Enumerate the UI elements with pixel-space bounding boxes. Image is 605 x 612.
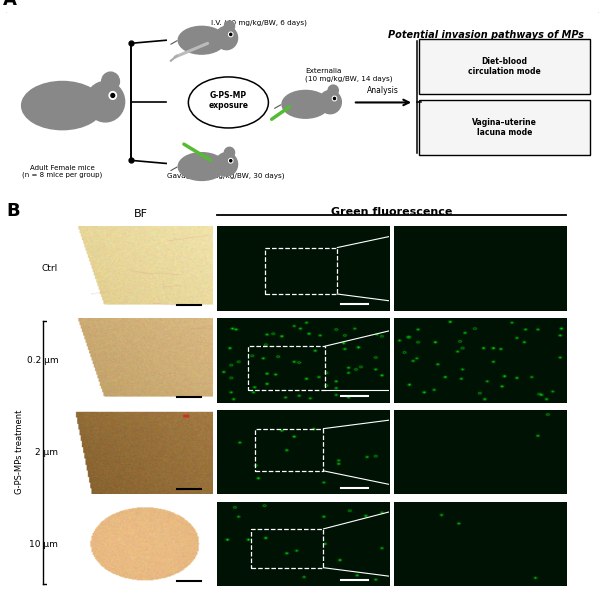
Text: Externalia
(10 mg/kg/BW, 14 days): Externalia (10 mg/kg/BW, 14 days) <box>306 69 393 82</box>
Ellipse shape <box>282 91 329 118</box>
Circle shape <box>215 152 238 176</box>
Text: 2 μm: 2 μm <box>35 448 58 457</box>
Text: BF: BF <box>134 209 148 219</box>
FancyBboxPatch shape <box>4 10 601 203</box>
Text: B: B <box>6 202 20 220</box>
Circle shape <box>229 159 233 163</box>
Text: Green fluorescence: Green fluorescence <box>331 207 452 217</box>
Circle shape <box>319 91 341 114</box>
Circle shape <box>86 81 125 122</box>
Ellipse shape <box>188 77 269 128</box>
Circle shape <box>102 72 119 91</box>
Circle shape <box>215 26 238 50</box>
Ellipse shape <box>22 81 103 130</box>
Circle shape <box>111 94 114 97</box>
Circle shape <box>229 32 233 37</box>
Ellipse shape <box>178 26 225 54</box>
Text: Gavage (10 mg/kg/BW, 30 days): Gavage (10 mg/kg/BW, 30 days) <box>168 172 285 179</box>
Circle shape <box>230 33 232 35</box>
FancyBboxPatch shape <box>419 39 590 94</box>
Circle shape <box>224 21 235 32</box>
Text: Adult Female mice
(n = 8 mice per group): Adult Female mice (n = 8 mice per group) <box>22 165 102 178</box>
Bar <box>247 346 325 390</box>
Text: G-PS-MPs treatment: G-PS-MPs treatment <box>16 410 24 494</box>
Text: G-PS-MP
exposure: G-PS-MP exposure <box>208 91 249 110</box>
FancyBboxPatch shape <box>419 100 590 155</box>
Ellipse shape <box>178 152 225 181</box>
Circle shape <box>332 96 336 101</box>
Text: 10 μm: 10 μm <box>29 540 58 548</box>
Bar <box>251 529 324 568</box>
Circle shape <box>333 97 336 100</box>
Text: Potential invasion pathways of MPs: Potential invasion pathways of MPs <box>388 29 584 40</box>
Circle shape <box>328 85 338 96</box>
Circle shape <box>230 160 232 162</box>
Text: Diet–blood
circulation mode: Diet–blood circulation mode <box>468 57 541 76</box>
Circle shape <box>224 147 235 158</box>
Bar <box>255 428 324 471</box>
Text: 0.2 μm: 0.2 μm <box>27 356 58 365</box>
Text: Ctrl: Ctrl <box>42 264 58 273</box>
Text: I.V. (40 mg/kg/BW, 6 days): I.V. (40 mg/kg/BW, 6 days) <box>211 20 307 26</box>
Bar <box>265 247 338 294</box>
Text: A: A <box>3 0 17 9</box>
Text: Vagina–uterine
lacuna mode: Vagina–uterine lacuna mode <box>473 118 537 137</box>
Text: Analysis: Analysis <box>367 86 399 95</box>
Circle shape <box>109 92 117 99</box>
